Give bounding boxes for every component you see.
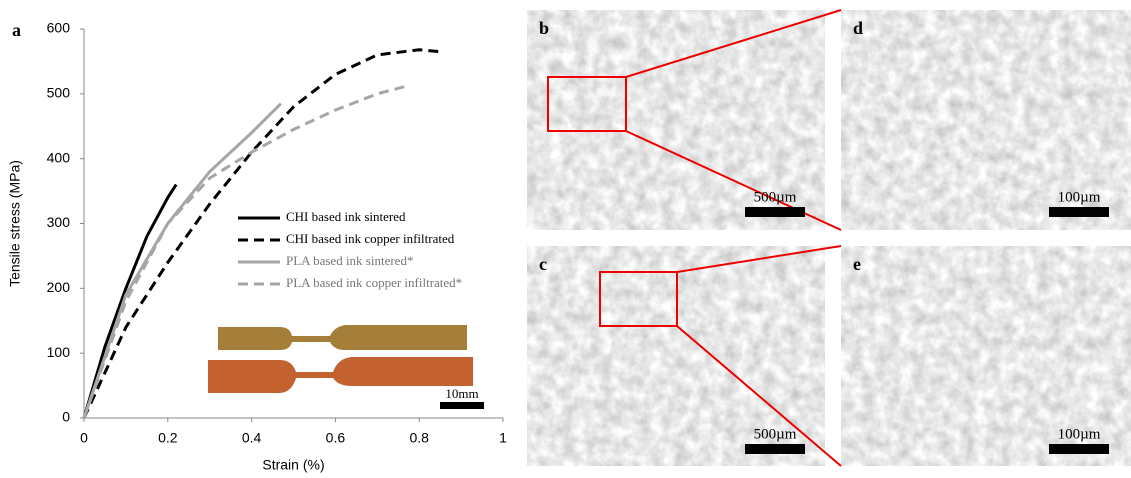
- panel-label: b: [539, 18, 549, 38]
- x-tick-label: 0: [80, 430, 88, 446]
- scale-bar-label: 100µm: [1058, 426, 1101, 442]
- scale-bar-label: 500µm: [754, 426, 797, 442]
- legend-label: PLA based ink sintered*: [286, 253, 413, 268]
- y-tick-label: 200: [47, 279, 71, 295]
- x-tick-label: 1: [499, 430, 507, 446]
- specimen-photo: [208, 325, 473, 393]
- y-tick-label: 400: [47, 149, 71, 165]
- y-tick-label: 300: [47, 214, 71, 230]
- panel-label: c: [539, 254, 547, 274]
- scale-bar: [1049, 207, 1109, 217]
- scale-bar-label: 10mm: [445, 386, 478, 401]
- scale-bar: [1049, 444, 1109, 454]
- scale-bar-label: 100µm: [1058, 189, 1101, 205]
- legend-label: CHI based ink sintered: [286, 209, 406, 224]
- y-tick-label: 0: [62, 409, 70, 425]
- scale-bar: [745, 444, 805, 454]
- scale-bar-label: 500µm: [754, 189, 797, 205]
- sem-images: [527, 10, 1131, 466]
- y-tick-label: 100: [47, 344, 71, 360]
- x-tick-label: 0.2: [158, 430, 178, 446]
- y-tick-label: 600: [47, 20, 71, 36]
- x-tick-label: 0.8: [409, 430, 429, 446]
- scale-bar: [440, 402, 484, 409]
- legend-label: PLA based ink copper infiltrated*: [286, 275, 462, 290]
- x-axis-label: Strain (%): [262, 457, 324, 473]
- x-tick-label: 0.6: [326, 430, 346, 446]
- figure: 0 100 200 300 400 500 600 0 0.2 0.4 0.6 0.8 1 Strain …: [0, 0, 1131, 478]
- panel-label: d: [853, 18, 863, 38]
- y-axis-label: Tensile stress (MPa): [7, 160, 23, 287]
- panel-label: e: [853, 254, 861, 274]
- x-tick-label: 0.4: [242, 430, 262, 446]
- y-tick-label: 500: [47, 85, 71, 101]
- panel-label: a: [12, 20, 21, 40]
- legend-label: CHI based ink copper infiltrated: [286, 231, 455, 246]
- scale-bar: [745, 207, 805, 217]
